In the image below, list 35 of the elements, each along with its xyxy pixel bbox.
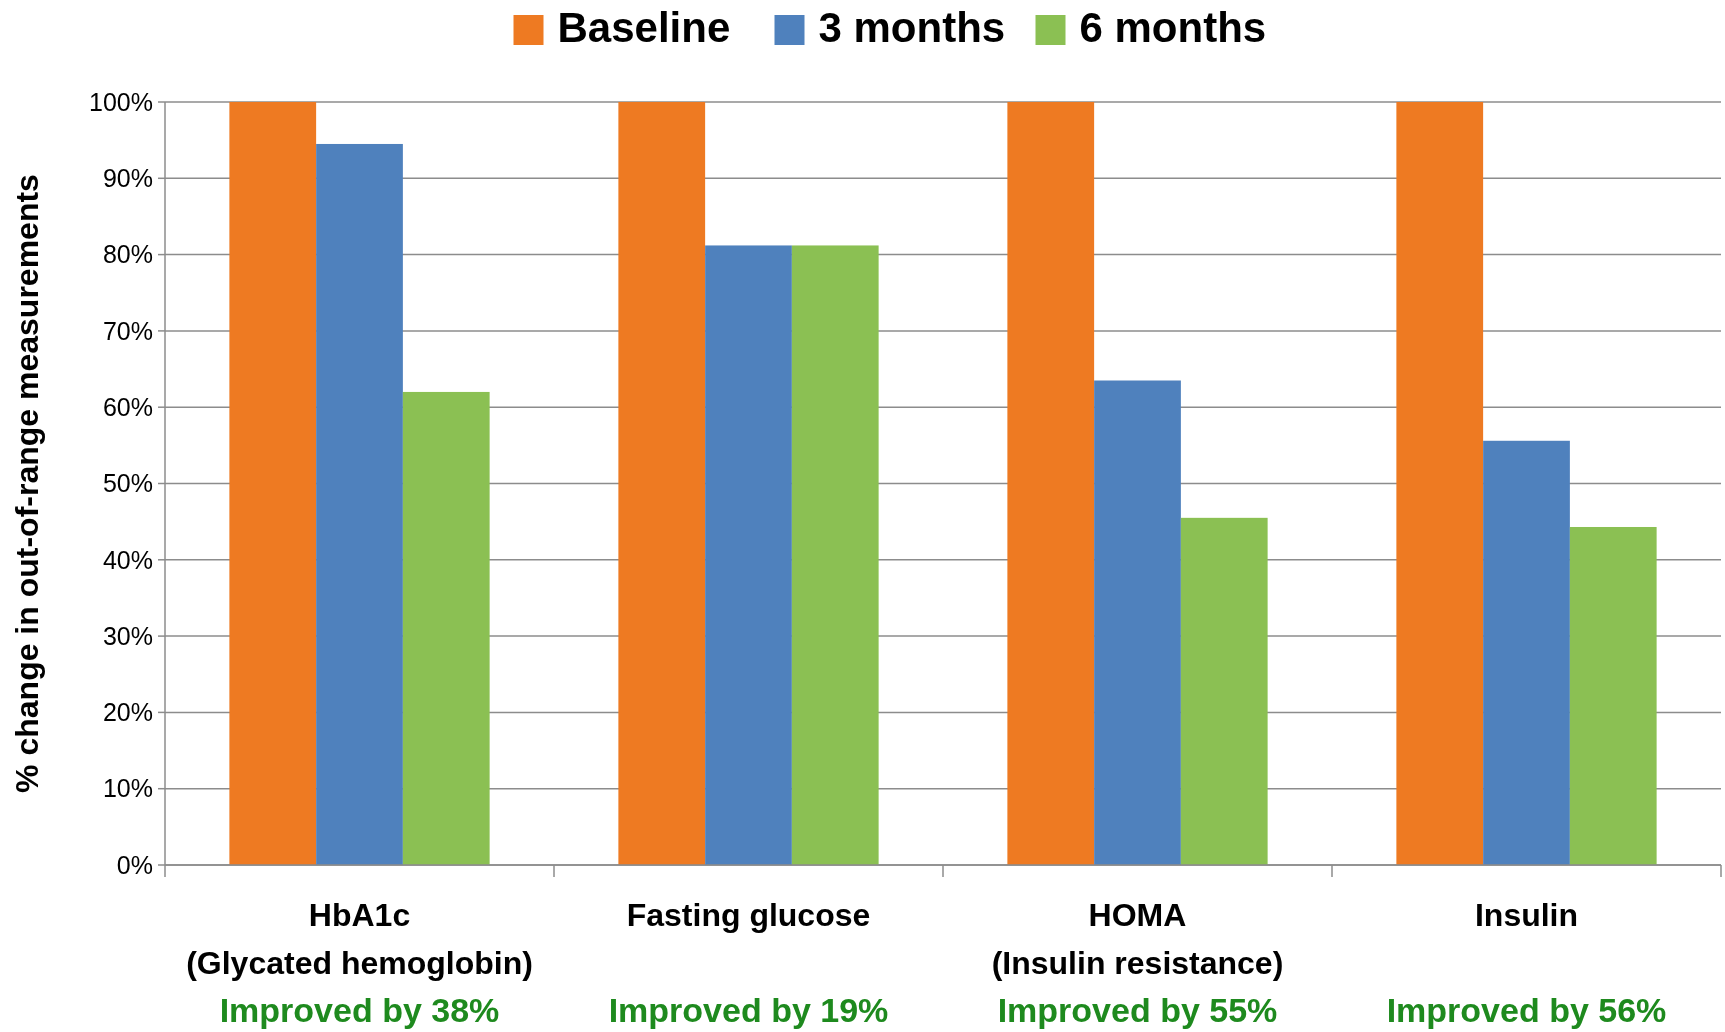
y-tick-label: 50% <box>102 469 153 498</box>
x-tick-label: HbA1c (Glycated hemoglobin) <box>186 897 533 981</box>
y-axis-title: % change in out-of-range measurements <box>9 174 45 793</box>
legend-label: 6 months <box>1079 4 1267 51</box>
y-tick-label: 20% <box>102 698 153 727</box>
bar <box>1007 102 1095 865</box>
bar <box>618 102 706 865</box>
y-tick-label: 10% <box>102 774 153 803</box>
bar <box>1396 102 1484 865</box>
text: Improved by 19% <box>608 991 889 1029</box>
legend-label: Baseline <box>557 4 731 51</box>
text: Improved by 38% <box>219 991 500 1029</box>
bar <box>791 245 879 865</box>
x-tick-label: Insulin <box>1474 897 1579 933</box>
y-tick-label: 40% <box>102 545 153 574</box>
x-tick-label: HOMA (Insulin resistance) <box>991 897 1284 981</box>
text: Improved by 55% <box>997 991 1278 1029</box>
y-tick-label: 0% <box>116 850 153 879</box>
bar <box>229 102 317 865</box>
y-tick-label: 80% <box>102 240 153 269</box>
bar <box>316 143 403 865</box>
text: Improved by 56% <box>1386 991 1667 1029</box>
y-tick-label: 70% <box>102 316 153 345</box>
x-tick-label: Fasting glucose <box>626 897 871 933</box>
bar <box>1180 517 1268 865</box>
y-tick-label: 30% <box>102 621 153 650</box>
bar <box>1483 440 1570 865</box>
y-tick-label: 90% <box>102 164 153 193</box>
bar <box>705 245 792 865</box>
bar <box>1569 526 1657 865</box>
bar <box>1094 380 1181 865</box>
y-tick-label: 60% <box>102 392 153 421</box>
y-tick-label: 100% <box>89 87 153 116</box>
legend-label: 3 months <box>818 4 1006 51</box>
bar <box>402 391 490 865</box>
